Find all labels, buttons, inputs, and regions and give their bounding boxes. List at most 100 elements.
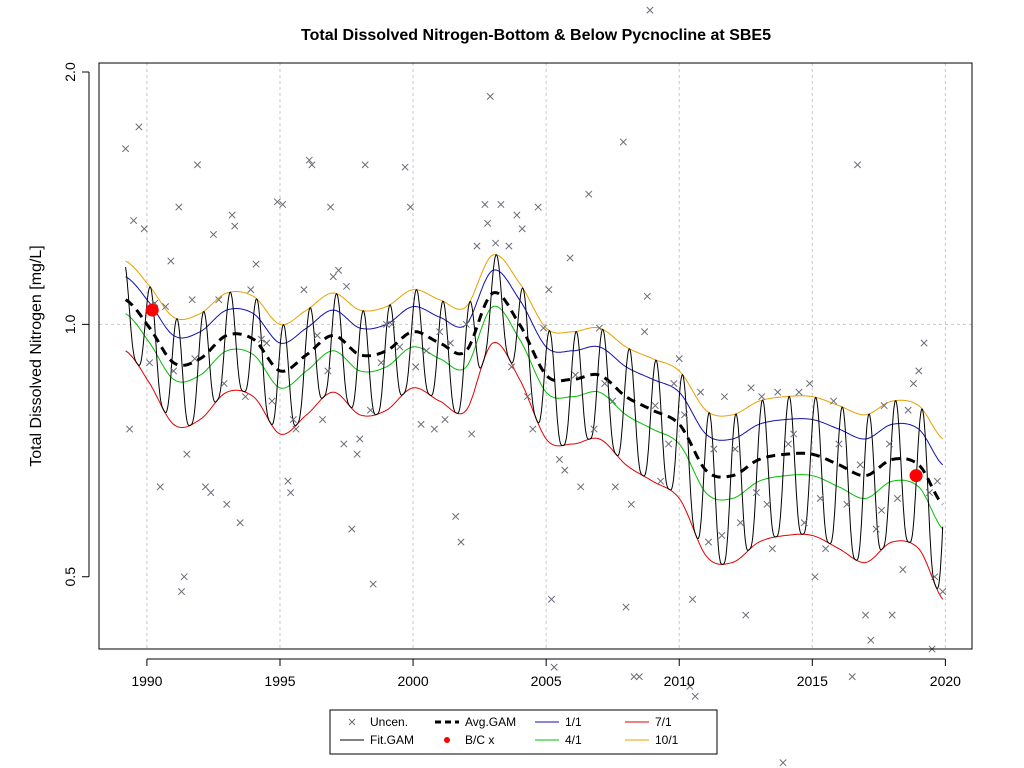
y-tick-label-2.0: 2.0 [62,62,78,82]
data-point-131 [774,388,782,396]
data-point-115 [686,682,694,690]
data-point-67 [441,415,449,424]
data-point-80 [507,363,516,371]
data-point-105 [635,673,643,681]
x-tick-label-2005: 2005 [531,673,562,689]
data-point-40 [305,156,313,164]
data-point-88 [547,595,556,603]
data-point-23 [223,500,231,508]
data-point-42 [313,331,321,340]
data-point-65 [430,425,438,433]
data-point-5 [146,359,154,367]
data-point-100 [611,483,619,491]
data-point-3 [135,123,143,131]
data-point-12 [177,588,186,596]
bc-point-0 [145,303,159,317]
data-point-91 [561,466,569,474]
data-point-119 [704,538,713,546]
data-point-137 [806,379,814,388]
uncensored-points [122,6,947,767]
data-point-18 [201,483,210,491]
data-point-114 [680,411,689,419]
data-point-157 [909,379,917,388]
data-point-84 [529,425,537,433]
bc-point-1 [909,469,923,483]
data-point-13 [180,573,188,581]
data-point-90 [555,455,564,464]
legend-item-avg-gam: Avg.GAM [435,715,516,729]
data-point-39 [300,286,308,294]
data-point-111 [665,440,673,448]
data-point-140 [822,545,830,553]
data-point-95 [585,190,593,198]
grid-lines [99,63,972,649]
data-point-44 [324,367,332,375]
data-point-47 [334,266,343,274]
data-point-30 [257,335,265,343]
data-point-45 [327,203,335,211]
data-point-36 [287,489,295,497]
series-line-10-1 [125,254,944,440]
legend-item-10-1: 10/1 [625,733,679,747]
data-point-127 [752,489,760,497]
data-point-104 [630,673,638,681]
data-point-113 [675,355,683,363]
data-point-52 [356,435,364,443]
data-point-103 [627,500,635,508]
data-point-46 [329,273,337,281]
data-point-112 [670,379,678,388]
data-point-28 [247,286,255,294]
legend-item-uncen-: Uncen. [348,715,408,729]
data-point-124 [736,519,744,527]
data-point-26 [236,519,244,527]
data-point-32 [268,397,276,405]
data-point-107 [643,292,651,300]
data-point-76 [486,92,494,101]
data-point-142 [835,440,843,448]
data-point-78 [497,200,505,209]
data-point-19 [207,489,215,497]
chart-title: Total Dissolved Nitrogen-Bottom & Below … [301,27,771,44]
data-point-20 [209,230,218,239]
data-point-94 [577,483,585,491]
data-point-87 [545,286,553,294]
data-point-96 [590,425,598,433]
data-point-57 [382,320,391,328]
data-point-2 [130,216,138,225]
data-point-22 [220,379,228,388]
legend-label: 4/1 [565,733,582,747]
data-point-125 [742,611,750,619]
data-point-158 [915,367,923,375]
data-point-101 [619,138,627,146]
data-point-156 [904,406,912,414]
data-point-70 [457,538,465,546]
x-tick-label-2020: 2020 [930,673,961,689]
data-point-9 [167,257,175,265]
legend-label: Avg.GAM [465,715,516,729]
data-point-99 [609,397,617,405]
data-point-11 [175,203,183,211]
data-point-51 [353,450,361,458]
data-point-141 [830,397,838,405]
data-point-59 [396,343,404,351]
data-point-7 [156,483,164,491]
data-point-97 [595,324,603,332]
data-point-1 [126,425,134,433]
series-line-4-1 [125,305,944,530]
data-point-10 [169,367,178,375]
data-point-35 [284,477,292,485]
data-point-64 [422,347,430,355]
data-point-164 [939,588,947,596]
data-point-73 [473,242,481,250]
y-tick-label-0.5: 0.5 [62,567,78,587]
x-tick-label-2015: 2015 [797,673,828,689]
data-point-69 [452,512,460,521]
x-tick-label-1995: 1995 [264,673,295,689]
data-point-160 [925,489,933,497]
data-point-92 [566,254,574,262]
legend-item-fit-gam: Fit.GAM [340,733,414,747]
y-tick-label-1.0: 1.0 [62,314,78,334]
series-layer [124,254,944,600]
data-point-147 [861,611,870,619]
